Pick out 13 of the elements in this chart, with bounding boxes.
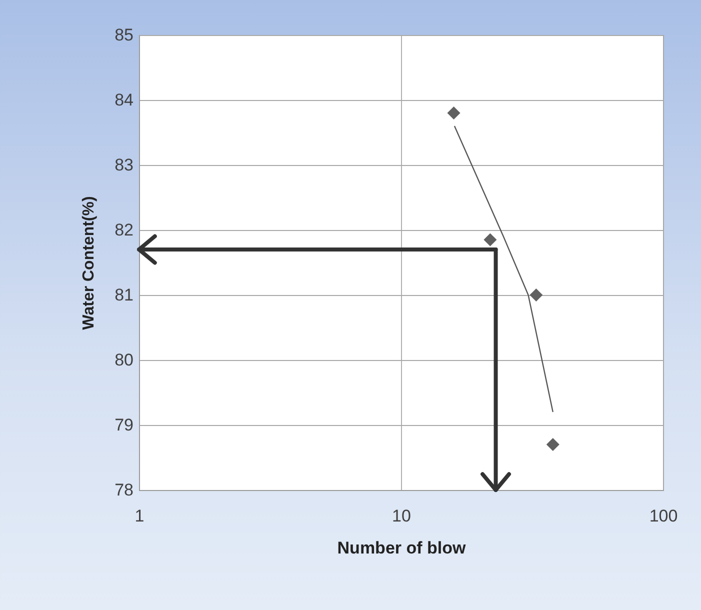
x-tick-label: 100 [649,506,678,526]
y-tick-label: 85 [114,26,134,44]
y-tick-label: 78 [114,480,134,500]
y-axis-title: Water Content(%) [80,196,98,330]
y-tick-label: 80 [114,350,134,370]
x-axis-title: Number of blow [337,538,466,558]
y-tick-label: 81 [114,286,134,304]
x-tick-label: 10 [392,506,411,526]
y-tick-label: 83 [114,156,134,174]
y-tick-label: 84 [114,90,134,110]
y-tick-label: 82 [114,220,134,240]
y-tick-label: 79 [114,416,134,434]
x-tick-label: 1 [134,506,144,526]
